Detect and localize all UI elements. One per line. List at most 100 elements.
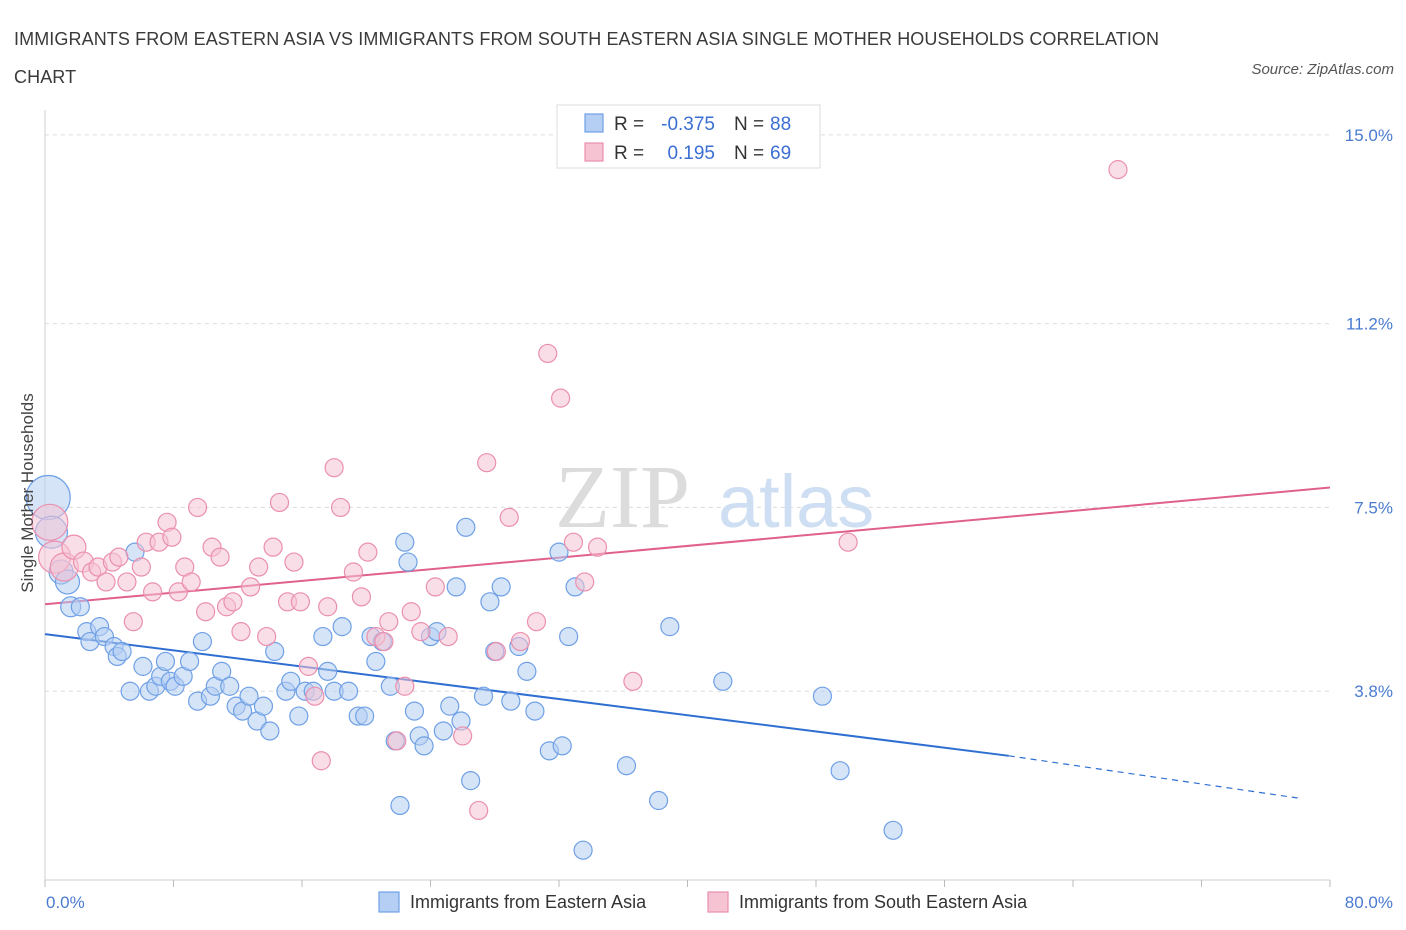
point-s0-69 — [480, 592, 500, 612]
point-s0-56 — [398, 552, 418, 572]
point-s1-17 — [162, 527, 182, 547]
series-legend-swatch-pink — [707, 891, 729, 913]
point-s1-47 — [379, 612, 399, 632]
legend-swatch-blue — [584, 113, 604, 133]
x-tick-label-min: 0.0% — [46, 893, 85, 912]
point-s1-36 — [298, 656, 319, 676]
y-tick-labels: 3.8% 7.5% 11.2% 15.0% — [1345, 126, 1393, 701]
zipatlas-watermark: ZIP atlas — [555, 448, 874, 547]
point-s1-67 — [838, 532, 858, 552]
point-s1-24 — [210, 547, 230, 567]
point-s0-88 — [883, 820, 903, 840]
point-s0-15 — [133, 656, 153, 676]
point-s0-55 — [395, 532, 415, 552]
watermark-zip: ZIP — [555, 448, 690, 547]
point-s1-43 — [351, 587, 372, 607]
point-s1-44 — [358, 542, 378, 562]
point-s1-50 — [401, 602, 421, 622]
point-s0-32 — [239, 686, 259, 706]
point-s1-54 — [453, 726, 473, 746]
point-s1-66 — [623, 671, 643, 691]
point-s1-0 — [31, 503, 69, 541]
data-points — [25, 160, 1128, 860]
legend-r-label-1: R = — [614, 114, 644, 135]
legend-n-value-2: 69 — [770, 143, 791, 164]
trend-line-0 — [44, 633, 1009, 757]
point-s0-12 — [112, 641, 132, 662]
point-s0-77 — [549, 542, 569, 562]
point-s0-38 — [281, 671, 301, 691]
point-s1-20 — [181, 572, 201, 592]
point-s1-68 — [1108, 160, 1128, 180]
point-s0-72 — [501, 691, 521, 711]
point-s1-48 — [387, 731, 407, 751]
point-s0-23 — [179, 651, 200, 672]
point-s1-56 — [477, 453, 497, 473]
point-s1-28 — [241, 577, 261, 597]
point-s0-84 — [660, 617, 680, 637]
point-s1-63 — [563, 532, 584, 552]
point-s1-61 — [538, 343, 558, 364]
point-s1-57 — [486, 641, 506, 662]
point-s1-40 — [324, 458, 344, 478]
point-s0-48 — [355, 706, 375, 726]
point-s1-7 — [96, 572, 116, 592]
legend-n-value-1: 88 — [770, 114, 791, 135]
point-s1-55 — [469, 800, 489, 821]
series-legend-swatch-blue — [378, 891, 400, 913]
point-s0-68 — [473, 686, 494, 706]
source-label: Source: ZipAtlas.com — [1251, 61, 1394, 78]
y-tick-label-0: 3.8% — [1354, 682, 1393, 701]
point-s1-9 — [109, 547, 129, 567]
point-s0-78 — [552, 736, 572, 756]
point-s0-75 — [525, 701, 545, 721]
point-s1-41 — [330, 497, 351, 518]
point-s1-39 — [318, 597, 338, 617]
point-s0-50 — [366, 651, 386, 672]
y-tick-label-2: 11.2% — [1346, 315, 1393, 334]
point-s0-82 — [616, 756, 637, 776]
point-s1-42 — [343, 562, 363, 582]
point-s1-51 — [411, 622, 431, 642]
point-s1-31 — [263, 537, 283, 557]
point-s1-32 — [269, 492, 290, 513]
point-s1-11 — [123, 612, 143, 632]
correlation-legend: R = -0.375 N = 88 R = 0.195 N = 69 — [556, 104, 821, 169]
point-s1-18 — [168, 582, 188, 602]
series-legend-label-1: Immigrants from Eastern Asia — [410, 892, 647, 912]
point-s1-60 — [526, 612, 547, 632]
point-s1-26 — [223, 592, 243, 612]
point-s1-37 — [305, 686, 325, 706]
point-s0-46 — [338, 681, 359, 701]
point-s0-5 — [70, 597, 90, 617]
point-s0-83 — [648, 790, 669, 811]
point-s1-10 — [117, 572, 137, 592]
chart-title: IMMIGRANTS FROM EASTERN ASIA VS IMMIGRAN… — [14, 29, 1160, 87]
point-s0-64 — [446, 577, 466, 597]
point-s0-36 — [265, 641, 285, 662]
y-axis-label: Single Mother Households — [18, 393, 37, 592]
series-legend-label-2: Immigrants from South Eastern Asia — [739, 892, 1028, 912]
point-s1-49 — [395, 676, 415, 696]
point-s0-86 — [812, 686, 833, 706]
point-s0-66 — [456, 517, 476, 537]
y-tick-label-3: 15.0% — [1345, 126, 1393, 145]
point-s0-43 — [318, 661, 338, 681]
point-s1-14 — [143, 582, 163, 602]
series-legend: Immigrants from Eastern Asia Immigrants … — [378, 891, 1028, 913]
point-s0-62 — [433, 721, 453, 741]
legend-r-label-2: R = — [614, 143, 644, 164]
point-s1-58 — [499, 507, 519, 527]
legend-swatch-pink — [584, 142, 604, 162]
point-s0-34 — [253, 696, 274, 716]
point-s0-79 — [559, 626, 579, 647]
legend-n-label-1: N = — [734, 114, 764, 135]
point-s0-13 — [120, 681, 140, 701]
point-s1-64 — [575, 572, 595, 592]
point-s0-45 — [332, 617, 352, 637]
trend-line-extension-0 — [1008, 755, 1298, 799]
point-s1-30 — [257, 626, 277, 647]
point-s1-27 — [231, 622, 251, 642]
point-s1-21 — [187, 497, 208, 518]
watermark-atlas: atlas — [718, 460, 874, 543]
